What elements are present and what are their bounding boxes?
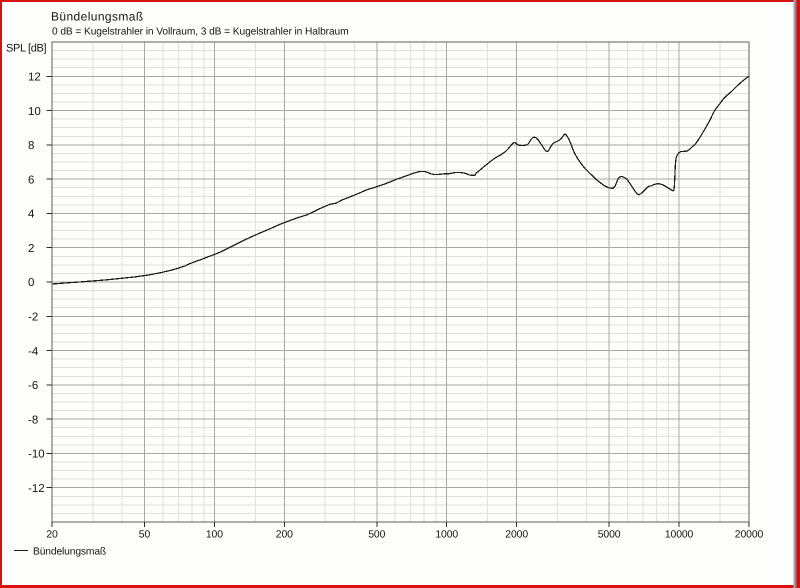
svg-text:4: 4 <box>28 209 35 221</box>
svg-text:0: 0 <box>28 277 34 289</box>
svg-text:20: 20 <box>46 530 58 541</box>
svg-text:-10: -10 <box>28 449 45 461</box>
svg-text:Bündelungsmaß: Bündelungsmaß <box>33 547 106 558</box>
svg-text:-12: -12 <box>28 483 45 495</box>
svg-text:100: 100 <box>206 530 223 541</box>
svg-text:200: 200 <box>276 530 293 541</box>
svg-text:8: 8 <box>28 140 34 152</box>
svg-text:500: 500 <box>368 530 385 541</box>
svg-text:0 dB = Kugelstrahler in Vollra: 0 dB = Kugelstrahler in Vollraum, 3 dB =… <box>52 27 349 38</box>
svg-text:6: 6 <box>28 174 34 186</box>
svg-text:2: 2 <box>28 243 34 255</box>
svg-text:SPL [dB]: SPL [dB] <box>6 43 47 55</box>
svg-text:20000: 20000 <box>735 530 764 541</box>
svg-text:Bündelungsmaß: Bündelungsmaß <box>51 10 144 24</box>
svg-text:50: 50 <box>139 530 151 541</box>
svg-text:5000: 5000 <box>598 530 621 541</box>
svg-text:1000: 1000 <box>435 530 458 541</box>
svg-text:-4: -4 <box>28 346 39 358</box>
svg-text:-2: -2 <box>28 311 38 323</box>
svg-text:-6: -6 <box>28 380 38 392</box>
svg-text:10000: 10000 <box>665 530 694 541</box>
svg-text:2000: 2000 <box>505 530 528 541</box>
svg-text:12: 12 <box>28 71 41 83</box>
svg-text:10: 10 <box>28 106 41 118</box>
svg-text:-8: -8 <box>28 414 38 426</box>
